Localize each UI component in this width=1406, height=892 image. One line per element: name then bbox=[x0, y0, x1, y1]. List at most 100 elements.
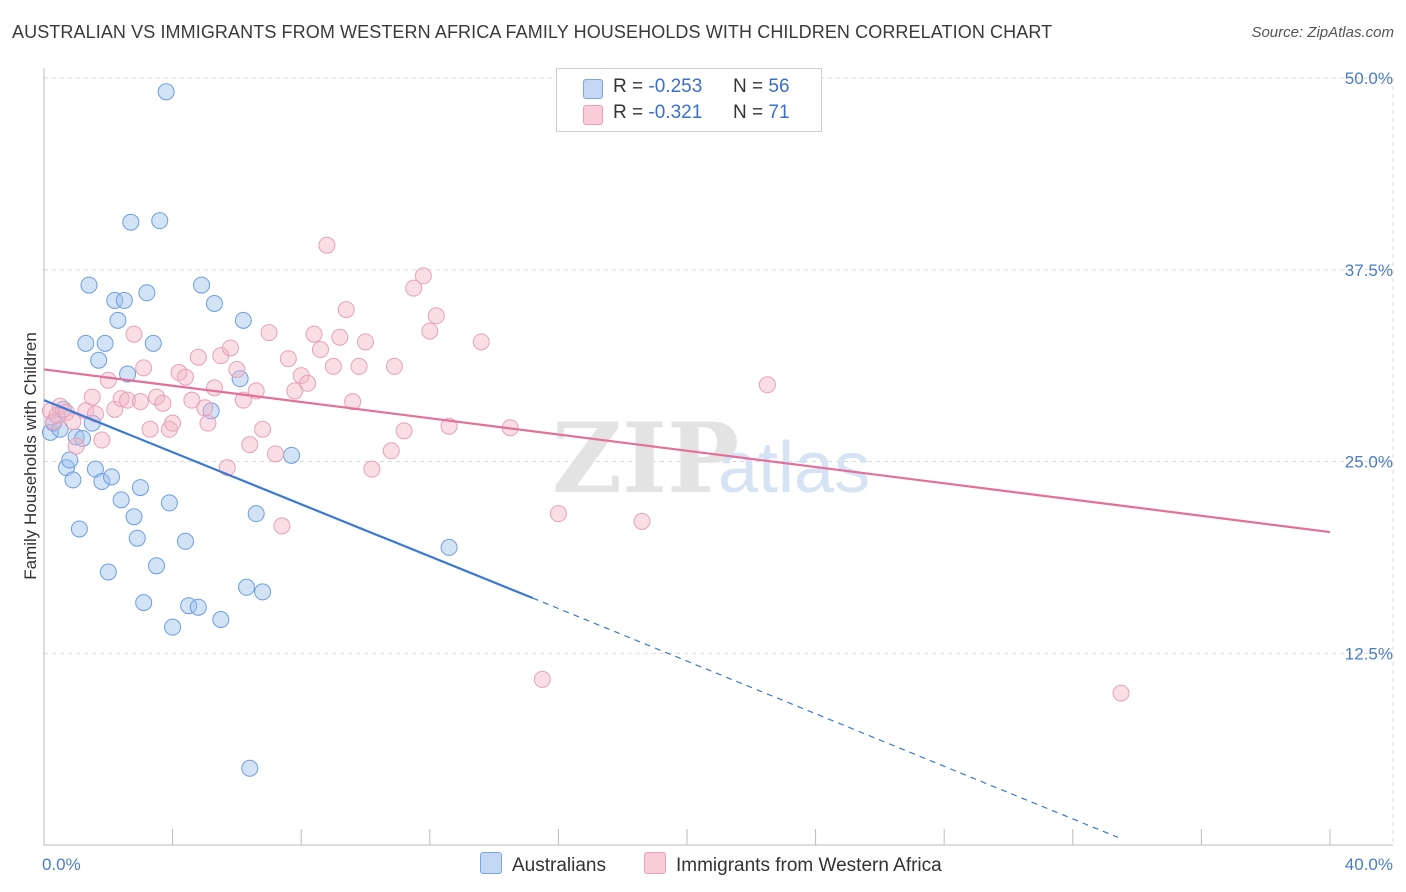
chart-title: AUSTRALIAN VS IMMIGRANTS FROM WESTERN AF… bbox=[12, 22, 1053, 42]
australians-point bbox=[176, 532, 194, 550]
australians-point bbox=[254, 583, 272, 601]
australians-point bbox=[64, 471, 82, 489]
series-legend: Australians Immigrants from Western Afri… bbox=[0, 852, 1406, 878]
immigrants-point bbox=[331, 328, 349, 346]
y-tick-label: 12.5% bbox=[1345, 644, 1393, 663]
australians-trend-line bbox=[43, 399, 534, 600]
immigrants-point bbox=[189, 348, 207, 366]
immigrants-point bbox=[154, 394, 172, 412]
immigrants-point bbox=[357, 333, 374, 351]
immigrants-point bbox=[183, 391, 201, 409]
watermark-atlas: atlas bbox=[718, 428, 870, 508]
australians-point bbox=[241, 759, 259, 777]
immigrants-point bbox=[1112, 684, 1130, 702]
immigrants-point bbox=[633, 512, 651, 530]
australians-point bbox=[234, 311, 252, 329]
immigrants-point bbox=[67, 437, 85, 455]
watermark-zip: ZIP bbox=[552, 402, 739, 515]
immigrants-point bbox=[148, 388, 166, 406]
immigrants-point bbox=[106, 400, 124, 418]
immigrants-point bbox=[279, 350, 297, 368]
australians-point bbox=[119, 365, 137, 383]
australians-point bbox=[112, 491, 130, 509]
immigrants-point bbox=[266, 445, 284, 463]
immigrants-point bbox=[93, 431, 111, 449]
legend-item-immigrants: Immigrants from Western Africa bbox=[644, 852, 942, 877]
australians-point bbox=[115, 291, 133, 309]
australians-point bbox=[70, 520, 88, 538]
immigrants-point bbox=[758, 376, 776, 394]
immigrants-point bbox=[205, 379, 223, 397]
australians-point bbox=[125, 508, 143, 526]
y-axis-label: Family Households with Children bbox=[21, 332, 40, 580]
immigrants-point bbox=[125, 325, 143, 343]
immigrants-point bbox=[311, 341, 329, 359]
n-label: N = bbox=[733, 102, 764, 123]
trend-lines bbox=[43, 368, 1331, 838]
immigrants-point bbox=[164, 414, 182, 432]
immigrants-point bbox=[344, 393, 362, 411]
australians-point bbox=[151, 212, 169, 230]
x-tick-max: 40.0% bbox=[1345, 855, 1393, 874]
immigrants-point bbox=[64, 413, 82, 431]
immigrants-point bbox=[48, 406, 66, 424]
immigrants-point bbox=[260, 324, 278, 342]
immigrants-point bbox=[141, 420, 159, 438]
australians-point bbox=[205, 294, 223, 312]
australians-point bbox=[90, 351, 108, 369]
immigrants-point bbox=[131, 393, 149, 411]
y-tick-label: 25.0% bbox=[1345, 453, 1393, 472]
r-label: R = bbox=[613, 102, 644, 123]
immigrants-point bbox=[305, 325, 323, 343]
immigrants-point bbox=[199, 414, 217, 432]
blue-swatch bbox=[480, 852, 502, 874]
australians-point bbox=[106, 291, 124, 309]
immigrants-point bbox=[254, 420, 272, 438]
immigrants-point bbox=[427, 307, 445, 325]
immigrants-point bbox=[363, 460, 381, 478]
r-label: R = bbox=[613, 76, 644, 97]
y-tick-label: 50.0% bbox=[1345, 69, 1393, 88]
australians-point bbox=[93, 472, 111, 490]
immigrants-point bbox=[414, 267, 432, 285]
immigrants-point bbox=[421, 322, 439, 340]
australians-point bbox=[99, 563, 117, 581]
immigrants-point bbox=[549, 505, 567, 523]
immigrants-point bbox=[286, 382, 304, 400]
immigrants-point bbox=[228, 360, 246, 378]
australians-point bbox=[160, 494, 178, 512]
immigrants-point bbox=[176, 368, 194, 386]
source-label: Source: ZipAtlas.com bbox=[1251, 24, 1394, 41]
n-label: N = bbox=[733, 76, 764, 97]
australians-point bbox=[148, 557, 166, 575]
australians-point bbox=[212, 611, 230, 629]
immigrants-point bbox=[382, 442, 400, 460]
australians-point bbox=[157, 83, 175, 101]
australians-point bbox=[238, 578, 256, 596]
legend-item-australians: Australians bbox=[480, 852, 606, 877]
immigrants-point bbox=[119, 391, 137, 409]
immigrants-point bbox=[337, 301, 355, 319]
legend-label: Australians bbox=[512, 855, 606, 876]
australians-point bbox=[96, 334, 114, 352]
australians-point bbox=[122, 213, 140, 231]
australians-point bbox=[193, 276, 211, 294]
immigrants-point bbox=[99, 371, 117, 389]
immigrants-point bbox=[135, 359, 153, 377]
axes bbox=[43, 68, 1393, 846]
australians-point bbox=[41, 423, 59, 441]
immigrants-point bbox=[533, 670, 551, 688]
australians-point bbox=[231, 370, 249, 388]
australians-point bbox=[144, 334, 162, 352]
immigrants-point bbox=[112, 390, 130, 408]
immigrants-trend-line bbox=[43, 368, 1331, 534]
australians-point bbox=[135, 594, 153, 612]
australians-point bbox=[128, 529, 146, 547]
immigrants-point bbox=[350, 357, 368, 375]
legend-label: Immigrants from Western Africa bbox=[676, 855, 942, 876]
immigrants-point bbox=[299, 374, 317, 392]
australians-point bbox=[138, 284, 156, 302]
immigrants-point bbox=[405, 279, 423, 297]
immigrants-point bbox=[472, 333, 490, 351]
